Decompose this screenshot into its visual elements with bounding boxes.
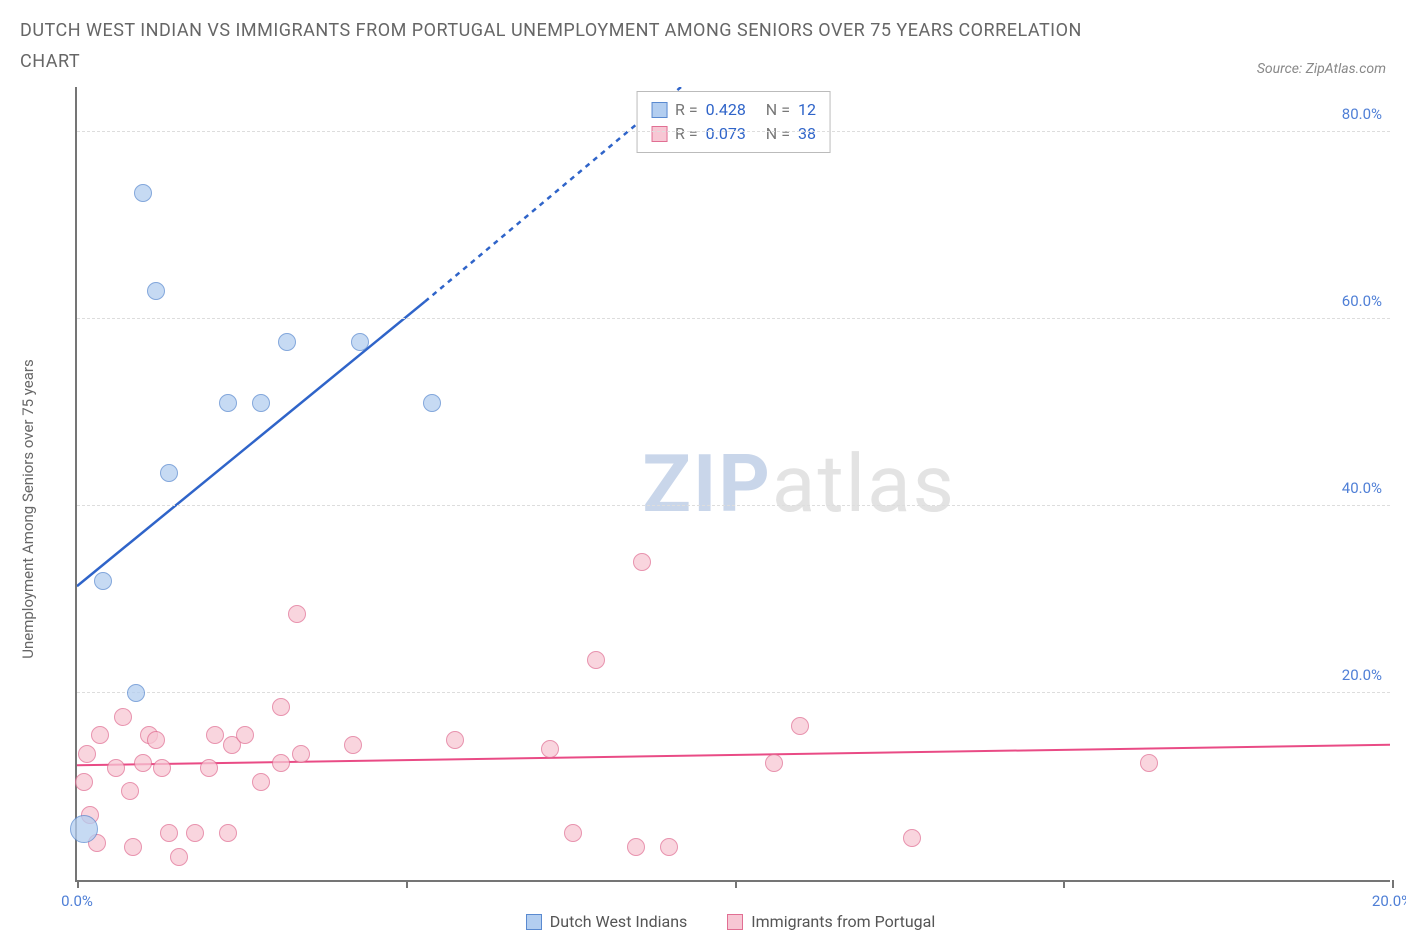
data-point bbox=[252, 773, 270, 791]
data-point bbox=[134, 754, 152, 772]
y-tick-label: 60.0% bbox=[1342, 292, 1382, 310]
data-point bbox=[127, 684, 145, 702]
watermark: ZIPatlas bbox=[642, 437, 955, 531]
data-point bbox=[423, 394, 441, 412]
y-axis-label: Unemployment Among Seniors over 75 years bbox=[19, 359, 37, 658]
correlation-legend: R = 0.428 N = 12 R = 0.073 N = 38 bbox=[636, 91, 831, 153]
x-tick-label: 20.0% bbox=[1372, 892, 1406, 910]
correlation-row-pink: R = 0.073 N = 38 bbox=[651, 122, 816, 146]
data-point bbox=[219, 824, 237, 842]
data-point bbox=[78, 745, 96, 763]
x-tick bbox=[735, 880, 737, 888]
chart-title: DUTCH WEST INDIAN VS IMMIGRANTS FROM POR… bbox=[20, 16, 1120, 77]
x-tick-label: 0.0% bbox=[61, 892, 93, 910]
data-point bbox=[765, 754, 783, 772]
grid-line bbox=[77, 692, 1390, 693]
swatch-blue-icon bbox=[526, 914, 542, 930]
x-tick bbox=[1392, 880, 1394, 888]
data-point bbox=[272, 698, 290, 716]
data-point bbox=[791, 717, 809, 735]
data-point bbox=[160, 824, 178, 842]
data-point bbox=[288, 605, 306, 623]
correlation-row-blue: R = 0.428 N = 12 bbox=[651, 98, 816, 122]
data-point bbox=[160, 464, 178, 482]
data-point bbox=[252, 394, 270, 412]
y-tick-label: 80.0% bbox=[1342, 105, 1382, 123]
data-point bbox=[107, 759, 125, 777]
watermark-atlas: atlas bbox=[772, 437, 956, 531]
data-point bbox=[1140, 754, 1158, 772]
n-label: N = bbox=[766, 122, 790, 146]
data-point bbox=[134, 184, 152, 202]
data-point bbox=[121, 782, 139, 800]
data-point bbox=[200, 759, 218, 777]
data-point bbox=[147, 731, 165, 749]
legend-label-pink: Immigrants from Portugal bbox=[751, 912, 935, 931]
data-point bbox=[633, 553, 651, 571]
data-point bbox=[903, 829, 921, 847]
chart-container: Unemployment Among Seniors over 75 years… bbox=[20, 87, 1386, 931]
data-point bbox=[587, 651, 605, 669]
data-point bbox=[219, 394, 237, 412]
data-point bbox=[351, 333, 369, 351]
r-value-blue: 0.428 bbox=[706, 98, 746, 122]
data-point bbox=[236, 726, 254, 744]
data-point bbox=[91, 726, 109, 744]
r-label: R = bbox=[675, 98, 698, 122]
data-point bbox=[153, 759, 171, 777]
data-point bbox=[94, 572, 112, 590]
data-point bbox=[114, 708, 132, 726]
r-label: R = bbox=[675, 122, 698, 146]
legend-item-blue: Dutch West Indians bbox=[526, 912, 688, 931]
x-tick bbox=[77, 880, 79, 888]
data-point bbox=[541, 740, 559, 758]
bottom-legend: Dutch West Indians Immigrants from Portu… bbox=[75, 912, 1386, 931]
data-point bbox=[186, 824, 204, 842]
x-tick bbox=[406, 880, 408, 888]
data-point bbox=[627, 838, 645, 856]
y-tick-label: 40.0% bbox=[1342, 479, 1382, 497]
y-tick-label: 20.0% bbox=[1342, 666, 1382, 684]
watermark-zip: ZIP bbox=[642, 437, 772, 531]
source-text: Source: ZipAtlas.com bbox=[1257, 61, 1386, 77]
data-point bbox=[660, 838, 678, 856]
data-point bbox=[70, 815, 98, 843]
data-point bbox=[170, 848, 188, 866]
legend-item-pink: Immigrants from Portugal bbox=[727, 912, 935, 931]
n-value-pink: 38 bbox=[798, 122, 816, 146]
data-point bbox=[278, 333, 296, 351]
data-point bbox=[272, 754, 290, 772]
swatch-pink-icon bbox=[651, 126, 667, 142]
grid-line bbox=[77, 131, 1390, 132]
swatch-blue-icon bbox=[651, 102, 667, 118]
data-point bbox=[344, 736, 362, 754]
grid-line bbox=[77, 318, 1390, 319]
data-point bbox=[147, 282, 165, 300]
n-label: N = bbox=[766, 98, 790, 122]
data-point bbox=[564, 824, 582, 842]
data-point bbox=[75, 773, 93, 791]
grid-line bbox=[77, 505, 1390, 506]
data-point bbox=[206, 726, 224, 744]
x-tick bbox=[1063, 880, 1065, 888]
legend-label-blue: Dutch West Indians bbox=[550, 912, 688, 931]
data-point bbox=[124, 838, 142, 856]
r-value-pink: 0.073 bbox=[706, 122, 746, 146]
data-point bbox=[292, 745, 310, 763]
swatch-pink-icon bbox=[727, 914, 743, 930]
header-row: DUTCH WEST INDIAN VS IMMIGRANTS FROM POR… bbox=[20, 16, 1386, 77]
trend-line bbox=[77, 302, 425, 587]
plot-area: ZIPatlas R = 0.428 N = 12 R = 0.073 N = … bbox=[75, 87, 1390, 882]
data-point bbox=[446, 731, 464, 749]
n-value-blue: 12 bbox=[798, 98, 816, 122]
